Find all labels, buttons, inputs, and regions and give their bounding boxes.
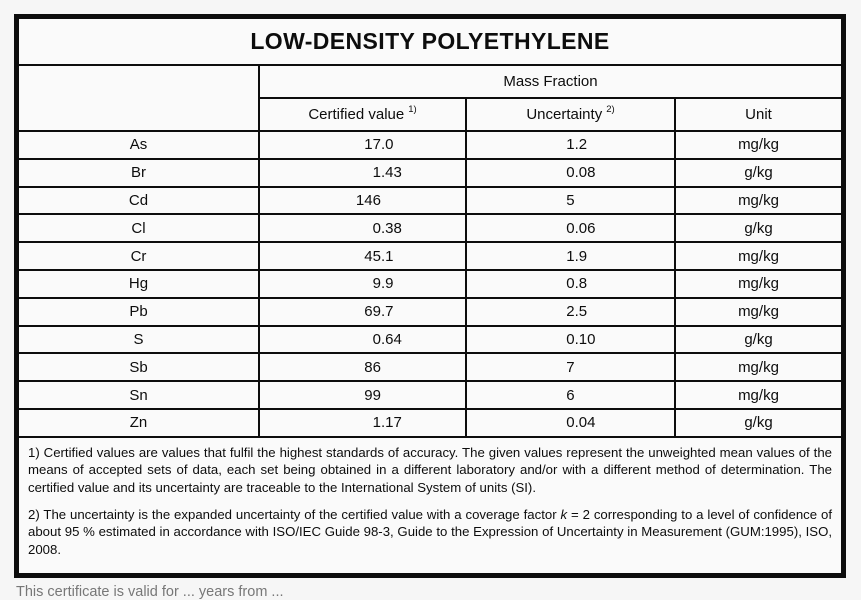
unit-cell: mg/kg	[676, 243, 841, 271]
footnote-2: 2) The uncertainty is the expanded uncer…	[28, 506, 832, 559]
unit-cell: g/kg	[676, 327, 841, 355]
uncertainty-cell: 0.06	[467, 215, 676, 244]
uncertainty-cell: 5	[467, 187, 676, 216]
unit-cell: g/kg	[676, 160, 841, 188]
column-header-label: Certified value	[308, 106, 405, 123]
footnote-2-symbol-k: k	[560, 506, 568, 522]
uncertainty-cell: 1.9	[467, 243, 676, 271]
unit-cell: g/kg	[676, 410, 841, 438]
uncertainty-cell: 0.10	[467, 326, 676, 355]
unit-cell: mg/kg	[676, 354, 841, 383]
certified-value-cell: 0.38	[260, 215, 467, 244]
unit-cell: mg/kg	[676, 188, 841, 216]
column-group-header: Mass Fraction	[260, 66, 841, 99]
element-cell: Br	[19, 159, 260, 188]
element-cell: Cl	[19, 215, 260, 244]
element-cell: Cr	[19, 243, 260, 271]
uncertainty-cell: 2.5	[467, 298, 676, 327]
column-header-label: Unit	[745, 106, 772, 123]
footnote-ref-2: 2)	[606, 104, 615, 115]
footnotes-section: 1) Certified values are values that fulf…	[19, 438, 841, 573]
column-header-label: Uncertainty	[526, 106, 603, 123]
uncertainty-cell: 0.04	[467, 409, 676, 438]
clipped-validity-note: This certificate is valid for ... years …	[16, 584, 284, 600]
certified-value-cell: 86	[260, 354, 467, 383]
table-corner-cell	[19, 66, 260, 132]
footnote-ref-1: 1)	[408, 104, 417, 115]
element-cell: Cd	[19, 187, 260, 216]
element-cell: S	[19, 326, 260, 355]
uncertainty-cell: 0.8	[467, 270, 676, 299]
element-cell: Sb	[19, 354, 260, 383]
unit-cell: mg/kg	[676, 382, 841, 410]
certified-value-cell: 69.7	[260, 298, 467, 327]
uncertainty-cell: 0.08	[467, 159, 676, 188]
column-header-certified-value: Certified value 1)	[260, 99, 467, 132]
uncertainty-cell: 1.2	[467, 132, 676, 160]
certificate-title: LOW-DENSITY POLYETHYLENE	[19, 19, 841, 66]
element-cell: Sn	[19, 382, 260, 410]
column-header-unit: Unit	[676, 99, 841, 132]
certified-value-cell: 146	[260, 187, 467, 216]
footnote-1: 1) Certified values are values that fulf…	[28, 444, 832, 495]
certified-value-cell: 99	[260, 382, 467, 410]
certified-value-cell: 1.43	[260, 159, 467, 188]
certified-value-cell: 9.9	[260, 270, 467, 299]
footnote-2-pre: 2) The uncertainty is the expanded uncer…	[28, 506, 561, 522]
footnote-2-post: = 2 corresponding to a level of confiden…	[28, 506, 832, 557]
certified-value-cell: 1.17	[260, 409, 467, 438]
unit-cell: mg/kg	[676, 132, 841, 160]
element-cell: Hg	[19, 270, 260, 299]
certified-value-cell: 45.1	[260, 243, 467, 271]
certified-value-cell: 17.0	[260, 132, 467, 160]
element-cell: Zn	[19, 409, 260, 438]
column-header-uncertainty: Uncertainty 2)	[467, 99, 676, 132]
uncertainty-cell: 6	[467, 382, 676, 410]
element-cell: Pb	[19, 298, 260, 327]
uncertainty-cell: 7	[467, 354, 676, 383]
certificate-table: Mass Fraction Certified value 1) Uncertai…	[19, 66, 841, 438]
certificate-sheet: LOW-DENSITY POLYETHYLENE Mass Fraction C…	[14, 14, 846, 578]
unit-cell: mg/kg	[676, 271, 841, 299]
unit-cell: mg/kg	[676, 299, 841, 327]
certified-value-cell: 0.64	[260, 326, 467, 355]
unit-cell: g/kg	[676, 215, 841, 244]
element-cell: As	[19, 132, 260, 160]
